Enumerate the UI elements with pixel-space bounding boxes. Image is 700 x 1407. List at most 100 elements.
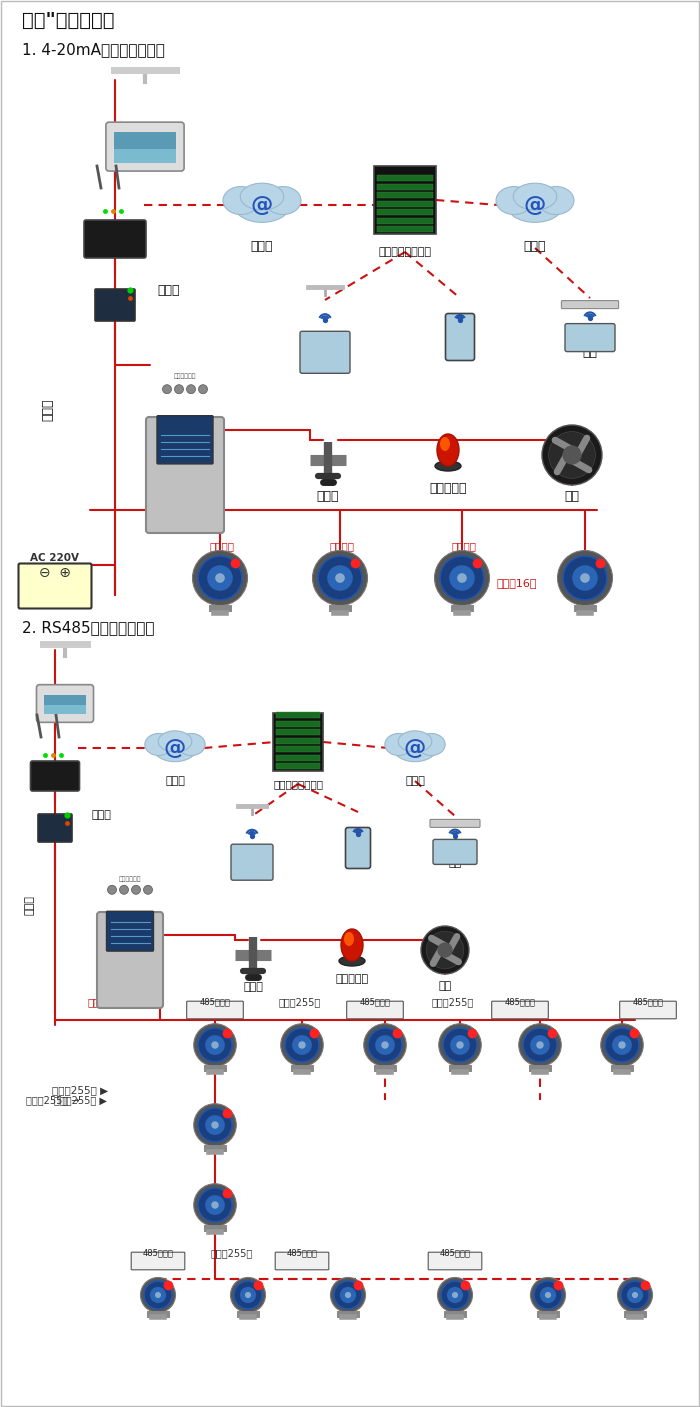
Circle shape (285, 1029, 319, 1062)
Ellipse shape (393, 734, 437, 761)
Text: 大众"系列报警器: 大众"系列报警器 (22, 10, 115, 30)
FancyBboxPatch shape (84, 219, 146, 257)
Text: @: @ (251, 196, 273, 215)
FancyBboxPatch shape (565, 324, 615, 352)
Text: 安帟尔网络服务器: 安帟尔网络服务器 (379, 248, 431, 257)
Circle shape (443, 1029, 477, 1062)
FancyBboxPatch shape (146, 416, 224, 533)
Circle shape (580, 573, 590, 582)
Text: 可连接255台 ▶: 可连接255台 ▶ (52, 1085, 108, 1095)
Circle shape (632, 1292, 638, 1299)
Circle shape (438, 943, 453, 958)
Circle shape (440, 556, 484, 599)
Circle shape (621, 1280, 649, 1309)
Text: 可连接255台 →: 可连接255台 → (27, 1095, 80, 1104)
Circle shape (534, 1280, 562, 1309)
Text: 互联网: 互联网 (165, 777, 185, 787)
Circle shape (330, 1278, 365, 1313)
Bar (377, 210, 433, 215)
Circle shape (240, 1287, 256, 1303)
Text: 路由器: 路由器 (45, 775, 65, 785)
Ellipse shape (177, 733, 205, 756)
Circle shape (530, 1036, 550, 1055)
FancyBboxPatch shape (561, 301, 619, 308)
Circle shape (435, 550, 489, 605)
Circle shape (194, 1103, 237, 1147)
Circle shape (447, 1287, 463, 1303)
Bar (276, 763, 320, 770)
Circle shape (439, 1024, 482, 1067)
Text: 通讯线: 通讯线 (41, 398, 55, 421)
Circle shape (523, 1029, 557, 1062)
Bar (276, 720, 320, 726)
Circle shape (198, 1188, 232, 1223)
Circle shape (205, 1036, 225, 1055)
Circle shape (144, 1280, 172, 1309)
Text: 1. 4-20mA信号连接系统图: 1. 4-20mA信号连接系统图 (22, 42, 165, 58)
Bar (273, 713, 323, 771)
Circle shape (198, 1107, 232, 1142)
Text: 转换器: 转换器 (91, 810, 111, 820)
Circle shape (563, 556, 607, 599)
Circle shape (345, 1292, 351, 1299)
Bar (276, 712, 320, 718)
Ellipse shape (265, 187, 301, 214)
Circle shape (162, 384, 172, 394)
Ellipse shape (507, 187, 563, 222)
Bar (377, 201, 433, 207)
Circle shape (441, 1280, 469, 1309)
Circle shape (198, 1029, 232, 1062)
FancyBboxPatch shape (114, 132, 176, 163)
Text: 信号输出: 信号输出 (452, 542, 477, 552)
Circle shape (618, 1041, 626, 1048)
Text: 可连接255台 ▶: 可连接255台 ▶ (54, 1095, 106, 1104)
FancyBboxPatch shape (300, 331, 350, 373)
Circle shape (364, 1024, 406, 1067)
Text: 单机版电脑: 单机版电脑 (57, 706, 90, 716)
Text: 485中继器: 485中继器 (440, 1248, 470, 1258)
FancyBboxPatch shape (114, 149, 176, 163)
Circle shape (605, 1029, 639, 1062)
Bar (377, 174, 433, 182)
Circle shape (457, 573, 467, 582)
Circle shape (542, 425, 602, 485)
Text: 485中继器: 485中继器 (286, 1248, 317, 1258)
Text: 485中继器: 485中继器 (505, 998, 536, 1006)
Text: 声光报警器: 声光报警器 (429, 483, 467, 495)
Text: 通讯线: 通讯线 (25, 895, 35, 915)
Circle shape (540, 1287, 556, 1303)
FancyBboxPatch shape (36, 685, 94, 722)
FancyBboxPatch shape (131, 1252, 185, 1269)
Circle shape (198, 556, 242, 599)
Circle shape (150, 1287, 166, 1303)
Circle shape (438, 1278, 472, 1313)
Bar (276, 729, 320, 734)
Circle shape (375, 1036, 395, 1055)
Bar (276, 754, 320, 761)
Circle shape (617, 1278, 652, 1313)
Text: 电磁阀: 电磁阀 (316, 490, 340, 502)
Circle shape (545, 1292, 551, 1299)
Text: 电脑: 电脑 (318, 349, 332, 363)
Circle shape (612, 1036, 632, 1055)
FancyBboxPatch shape (620, 1002, 676, 1019)
Ellipse shape (234, 187, 290, 222)
FancyBboxPatch shape (231, 844, 273, 881)
Text: 485中继器: 485中继器 (360, 998, 391, 1006)
Text: 电磁阀: 电磁阀 (243, 982, 263, 992)
Circle shape (292, 1036, 312, 1055)
Circle shape (298, 1041, 306, 1048)
Text: 转换器: 转换器 (157, 283, 179, 297)
Ellipse shape (339, 955, 365, 967)
Ellipse shape (223, 187, 259, 214)
Circle shape (382, 1041, 388, 1048)
Circle shape (174, 384, 183, 394)
Ellipse shape (417, 733, 445, 756)
Circle shape (549, 432, 596, 478)
Circle shape (132, 885, 141, 895)
Circle shape (335, 573, 345, 582)
Bar (276, 746, 320, 751)
Text: 互联网: 互联网 (405, 777, 425, 787)
Circle shape (452, 1292, 458, 1299)
Circle shape (531, 1278, 566, 1313)
